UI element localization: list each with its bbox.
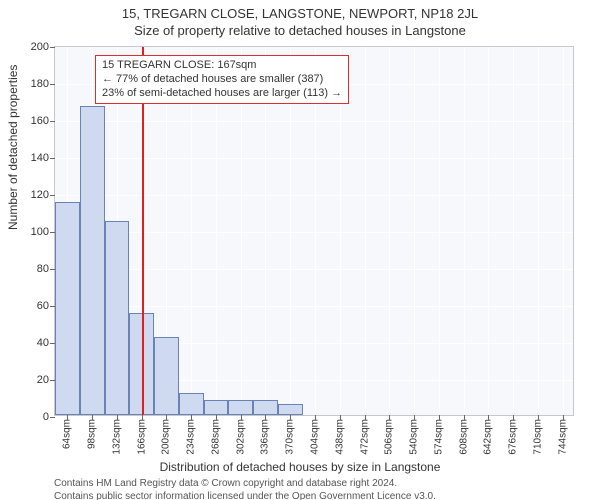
y-tick-label: 160 (31, 115, 49, 127)
info-box-line: ← 77% of detached houses are smaller (38… (102, 73, 342, 87)
footer: Contains HM Land Registry data © Crown c… (54, 478, 436, 500)
x-tick-label: 98sqm (87, 419, 98, 449)
x-tick-mark (216, 415, 217, 420)
y-tick-label: 180 (31, 78, 49, 90)
x-tick-label: 200sqm (161, 419, 172, 455)
x-tick-mark (365, 415, 366, 420)
figure: { "title": "15, TREGARN CLOSE, LANGSTONE… (0, 0, 600, 500)
y-tick-mark (50, 84, 55, 85)
gridline-h (55, 306, 573, 307)
x-tick-mark (265, 415, 266, 420)
gridline-v (389, 47, 390, 415)
x-tick-label: 574sqm (433, 419, 444, 455)
x-tick-mark (340, 415, 341, 420)
x-tick-mark (315, 415, 316, 420)
x-tick-mark (142, 415, 143, 420)
histogram-bar (228, 400, 253, 415)
gridline-h (55, 232, 573, 233)
footer-line-2: Contains public sector information licen… (54, 491, 436, 500)
histogram-bar (204, 400, 229, 415)
x-tick-mark (563, 415, 564, 420)
y-tick-mark (50, 158, 55, 159)
y-tick-label: 100 (31, 226, 49, 238)
histogram-bar (80, 106, 105, 415)
gridline-h (55, 195, 573, 196)
histogram-bar (55, 202, 80, 415)
histogram-bar (179, 393, 204, 415)
x-tick-label: 268sqm (210, 419, 221, 455)
gridline-h (55, 158, 573, 159)
x-tick-mark (241, 415, 242, 420)
y-tick-mark (50, 195, 55, 196)
x-tick-label: 234sqm (186, 419, 197, 455)
histogram-bar (105, 221, 130, 415)
y-tick-label: 40 (37, 337, 49, 349)
histogram-bar (154, 337, 179, 415)
x-tick-label: 472sqm (359, 419, 370, 455)
x-tick-label: 744sqm (557, 419, 568, 455)
histogram-bar (253, 400, 278, 415)
plot: 02040608010012014016018020064sqm98sqm132… (54, 46, 574, 416)
y-tick-mark (50, 417, 55, 418)
x-tick-label: 64sqm (62, 419, 73, 449)
x-tick-mark (488, 415, 489, 420)
gridline-v (365, 47, 366, 415)
chart-subtitle: Size of property relative to detached ho… (0, 21, 600, 38)
y-tick-mark (50, 47, 55, 48)
y-tick-mark (50, 121, 55, 122)
footer-line-1: Contains HM Land Registry data © Crown c… (54, 478, 436, 491)
chart-title: 15, TREGARN CLOSE, LANGSTONE, NEWPORT, N… (0, 0, 600, 21)
x-tick-label: 608sqm (458, 419, 469, 455)
x-tick-mark (389, 415, 390, 420)
histogram-bar (278, 404, 303, 415)
gridline-v (513, 47, 514, 415)
x-tick-label: 302sqm (235, 419, 246, 455)
y-tick-label: 140 (31, 152, 49, 164)
y-tick-label: 120 (31, 189, 49, 201)
info-box-line: 15 TREGARN CLOSE: 167sqm (102, 59, 342, 73)
x-tick-mark (538, 415, 539, 420)
gridline-v (538, 47, 539, 415)
x-tick-mark (439, 415, 440, 420)
gridline-h (55, 121, 573, 122)
y-axis-title: Number of detached properties (6, 65, 20, 230)
gridline-v (439, 47, 440, 415)
x-tick-label: 642sqm (483, 419, 494, 455)
x-tick-mark (92, 415, 93, 420)
gridline-v (414, 47, 415, 415)
x-tick-mark (166, 415, 167, 420)
x-tick-mark (67, 415, 68, 420)
gridline-v (488, 47, 489, 415)
gridline-v (563, 47, 564, 415)
x-tick-mark (191, 415, 192, 420)
info-box: 15 TREGARN CLOSE: 167sqm← 77% of detache… (95, 55, 349, 104)
x-tick-label: 166sqm (136, 419, 147, 455)
x-tick-label: 336sqm (260, 419, 271, 455)
x-tick-label: 506sqm (384, 419, 395, 455)
y-tick-label: 60 (37, 300, 49, 312)
x-tick-label: 540sqm (409, 419, 420, 455)
y-tick-label: 200 (31, 41, 49, 53)
y-tick-label: 20 (37, 374, 49, 386)
y-tick-label: 0 (43, 411, 49, 423)
x-tick-mark (414, 415, 415, 420)
x-tick-mark (117, 415, 118, 420)
chart-area: 02040608010012014016018020064sqm98sqm132… (54, 46, 574, 416)
x-tick-label: 710sqm (532, 419, 543, 455)
info-box-line: 23% of semi-detached houses are larger (… (102, 87, 342, 101)
x-tick-label: 370sqm (285, 419, 296, 455)
x-tick-mark (290, 415, 291, 420)
x-tick-label: 404sqm (310, 419, 321, 455)
x-tick-label: 438sqm (334, 419, 345, 455)
gridline-h (55, 269, 573, 270)
x-tick-mark (464, 415, 465, 420)
x-tick-label: 132sqm (111, 419, 122, 455)
y-tick-label: 80 (37, 263, 49, 275)
gridline-v (464, 47, 465, 415)
x-axis-title: Distribution of detached houses by size … (0, 460, 600, 474)
x-tick-mark (513, 415, 514, 420)
x-tick-label: 676sqm (508, 419, 519, 455)
